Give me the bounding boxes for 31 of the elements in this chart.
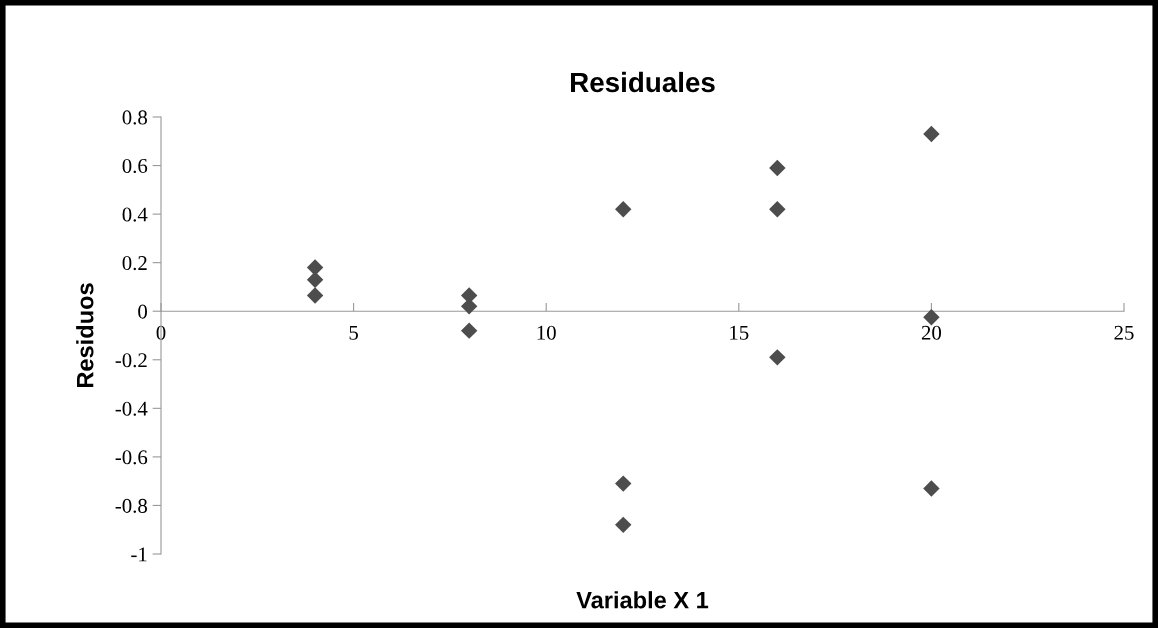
y-tick-label: 0 — [138, 304, 148, 319]
point — [769, 201, 786, 218]
x-tick-label: 10 — [537, 325, 556, 340]
y-tick-label: -0.2 — [115, 353, 147, 368]
point — [306, 287, 324, 304]
point — [769, 349, 786, 366]
x-tick-label: 25 — [1114, 325, 1134, 340]
point — [306, 271, 324, 288]
point — [615, 475, 632, 492]
y-tick-label: 0.8 — [122, 110, 148, 125]
point — [615, 516, 632, 534]
y-tick-label: 0.4 — [122, 207, 148, 222]
y-axis-title: Residuos — [76, 283, 94, 388]
y-tick-label: -1 — [131, 547, 147, 562]
x-tick-label: 15 — [730, 325, 749, 340]
y-tick-label: -0.8 — [115, 498, 148, 513]
y-tick-label: 0.6 — [122, 158, 148, 174]
point — [460, 322, 478, 339]
point — [923, 309, 940, 326]
point — [769, 159, 786, 177]
point — [615, 201, 632, 218]
point — [923, 480, 940, 497]
y-tick-label: 0.2 — [122, 256, 147, 271]
x-tick-label: 0 — [156, 325, 166, 340]
x-tick-label: 20 — [921, 325, 942, 340]
x-axis-title: Variable X 1 — [576, 591, 709, 609]
y-tick-label: -0.4 — [115, 401, 148, 416]
point — [923, 125, 940, 143]
x-tick-label: 5 — [349, 325, 358, 340]
chart-title: Residuales — [571, 71, 715, 93]
y-tick-label: -0.6 — [115, 450, 148, 465]
